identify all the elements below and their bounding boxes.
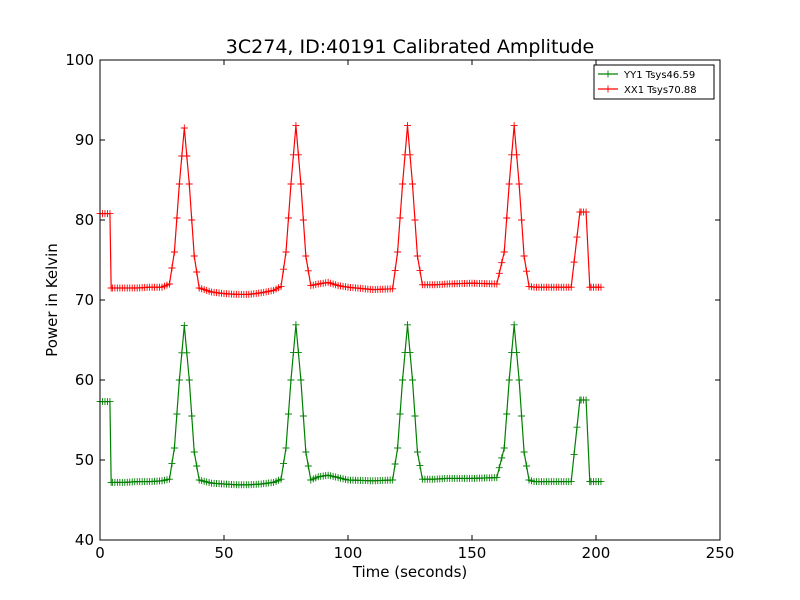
- y-tick-label: 90: [75, 131, 94, 149]
- x-tick-label: 150: [458, 544, 487, 562]
- y-tick-label: 70: [75, 291, 94, 309]
- y-tick-label: 40: [75, 531, 94, 549]
- y-tick-label: 50: [75, 451, 94, 469]
- x-tick-label: 0: [95, 544, 105, 562]
- y-axis: 40 50 60 70 80 90 100: [65, 51, 720, 549]
- x-tick-label: 200: [582, 544, 611, 562]
- y-tick-label: 80: [75, 211, 94, 229]
- chart-title: 3C274, ID:40191 Calibrated Amplitude: [226, 36, 594, 58]
- legend-label: YY1 Tsys46.59: [623, 70, 695, 81]
- legend-label: XX1 Tsys70.88: [624, 85, 697, 96]
- legend-marker: [604, 70, 612, 78]
- legend-item: YY1 Tsys46.59: [598, 70, 695, 81]
- legend: YY1 Tsys46.59 XX1 Tsys70.88: [593, 64, 715, 100]
- x-tick-label: 100: [334, 544, 363, 562]
- series-line: [100, 324, 601, 486]
- x-tick-label: 50: [214, 544, 233, 562]
- series-1: [96, 321, 605, 489]
- x-axis-label: Time (seconds): [352, 563, 468, 581]
- legend-item: XX1 Tsys70.88: [598, 85, 697, 96]
- y-tick-label: 60: [75, 371, 94, 389]
- series-line: [100, 125, 601, 295]
- legend-box: [593, 64, 715, 100]
- y-tick-label: 100: [65, 51, 94, 69]
- legend-marker: [604, 85, 612, 93]
- y-axis-label: Power in Kelvin: [43, 243, 61, 357]
- x-axis: 0 50 100 150 200 250: [95, 60, 734, 562]
- x-tick-label: 250: [706, 544, 735, 562]
